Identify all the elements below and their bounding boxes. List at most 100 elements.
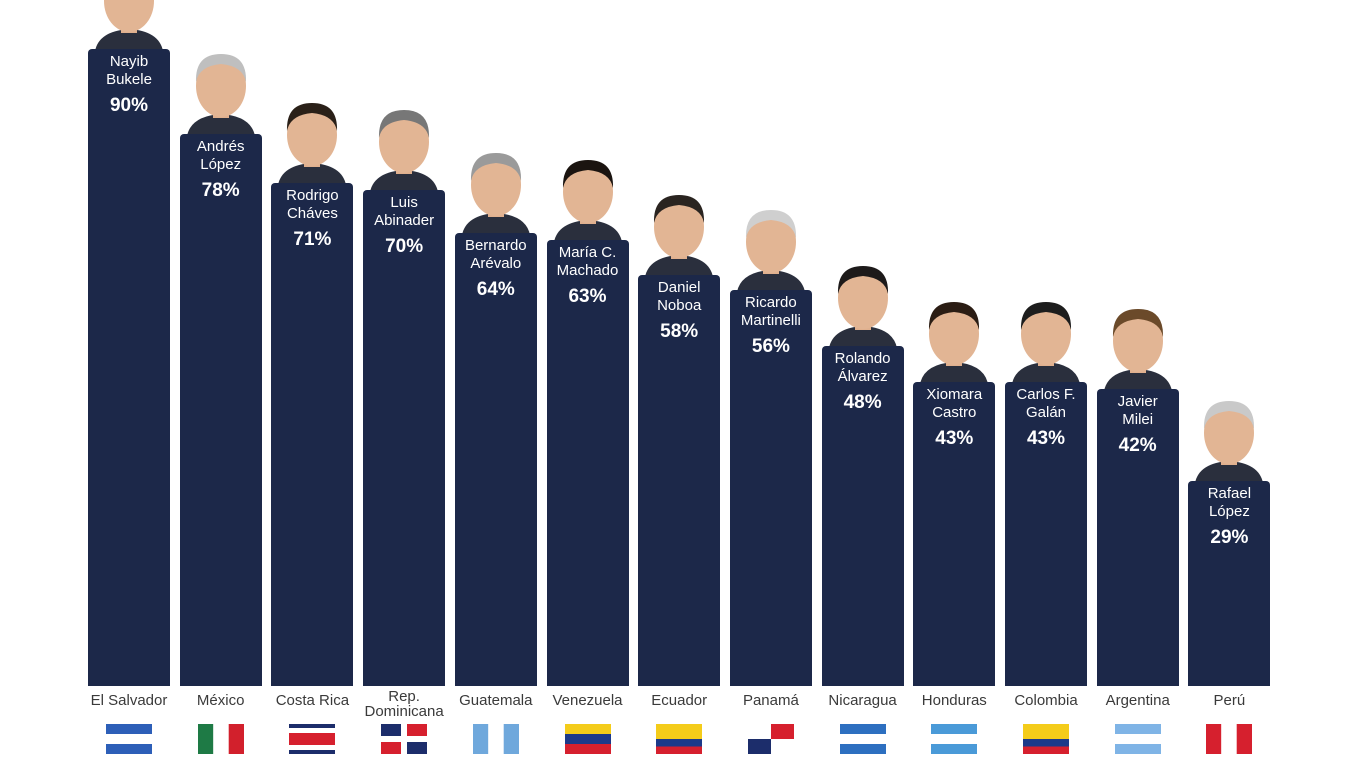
leader-photo (733, 200, 809, 297)
country-label: Guatemala (441, 693, 551, 708)
bar: Rafael López 29% (1188, 480, 1271, 686)
country-label-line: Ecuador (651, 692, 708, 709)
country-label-line: Costa Rica (275, 692, 350, 709)
leader-name-line: Rafael (1207, 484, 1252, 502)
country-label: Venezuela (533, 693, 643, 708)
leader-name: Luis Abinader (363, 194, 445, 230)
leader-name-line: Xiomara (926, 385, 983, 403)
leader-photo (825, 256, 901, 353)
bar: Luis Abinader 70% (363, 190, 446, 686)
country-label: El Salvador (74, 693, 184, 708)
country-label-line: El Salvador (90, 692, 168, 709)
leader-photo (916, 292, 992, 389)
leader-name: Ricardo Martinelli (730, 294, 812, 330)
el-salvador-flag-icon (106, 724, 152, 754)
dominican-republic-flag-icon (381, 724, 428, 754)
value-label: 48% (843, 392, 882, 414)
leader-name: Javier Milei (1097, 393, 1179, 429)
bar: Carlos F. Galán 43% (1005, 381, 1087, 686)
leader-photo (183, 44, 259, 141)
leader-photo (1191, 391, 1267, 488)
country-label-line: Argentina (1105, 692, 1170, 709)
country-label-line: Honduras (921, 692, 987, 709)
country-label-line: México (196, 692, 245, 709)
leader-name: Carlos F. Galán (1005, 386, 1087, 422)
leader-photo (366, 100, 442, 197)
leader-photo (641, 185, 717, 282)
leader-photo (458, 143, 534, 240)
peru-flag-icon (1206, 724, 1253, 754)
leader-name-line: Carlos F. (1016, 385, 1076, 403)
leader-name: Rodrigo Cháves (271, 187, 353, 223)
nicaragua-flag-icon (839, 724, 886, 754)
mexico-flag-icon (197, 724, 244, 754)
leader-photo (550, 150, 626, 247)
country-label-line: Colombia (1014, 692, 1078, 709)
value-label: 90% (109, 94, 149, 116)
leader-name-line: Bukele (106, 70, 152, 88)
leader-photo (91, 0, 167, 56)
bar: Bernardo Arévalo 64% (454, 232, 537, 686)
bar: Andrés López 78% (179, 133, 262, 686)
leader-name-line: Cháves (286, 205, 338, 223)
leader-name-line: Noboa (657, 297, 702, 315)
leader-name-line: Martinelli (740, 311, 801, 329)
country-label: Honduras (899, 693, 1009, 708)
leader-name-line: Daniel (657, 279, 701, 297)
bar: Daniel Noboa 58% (638, 275, 721, 686)
leader-name-line: Galán (1025, 403, 1067, 421)
value-label: 78% (201, 179, 240, 201)
leader-name-line: Álvarez (837, 368, 888, 386)
leader-name-line: Ricardo (745, 293, 797, 311)
country-label: Panamá (716, 693, 826, 708)
leader-name-line: Milei (1122, 410, 1154, 428)
leader-name-line: Rodrigo (286, 187, 339, 205)
honduras-flag-icon (931, 724, 978, 754)
country-label-line: Guatemala (459, 692, 533, 709)
leader-name-line: Javier (1117, 392, 1158, 410)
country-label-line: Dominicana (364, 703, 444, 720)
leader-name-line: Rolando (834, 350, 891, 368)
leader-name: Rafael López (1188, 485, 1270, 521)
country-label: Perú (1174, 693, 1284, 708)
leader-name-line: Machado (556, 261, 619, 279)
country-label-line: Perú (1213, 692, 1246, 709)
country-label: Argentina (1083, 693, 1193, 708)
bar: Xiomara Castro 43% (913, 381, 996, 686)
country-label: Rep. Dominicana (349, 689, 459, 719)
value-label: 64% (476, 278, 515, 300)
value-label: 56% (751, 335, 790, 357)
leader-photo (1008, 292, 1084, 389)
country-label: Colombia (991, 693, 1101, 708)
value-label: 70% (385, 236, 424, 258)
value-label: 42% (1118, 434, 1157, 456)
bar: Nayib Bukele 90% (88, 48, 170, 686)
leader-name-line: Castro (932, 403, 977, 421)
bar: Javier Milei 42% (1096, 388, 1179, 686)
value-label: 63% (568, 285, 607, 307)
venezuela-flag-icon (564, 724, 611, 754)
leader-name-line: López (1208, 502, 1250, 520)
country-label-line: Rep. (388, 688, 420, 705)
argentina-flag-icon (1114, 724, 1161, 754)
costa-rica-flag-icon (289, 724, 336, 754)
leader-name-line: Arévalo (470, 254, 522, 272)
country-label-line: Panamá (742, 692, 799, 709)
country-label: Costa Rica (257, 693, 367, 708)
leader-name: Bernardo Arévalo (455, 237, 537, 273)
leader-name-line: Bernardo (464, 236, 527, 254)
leader-name-line: María C. (558, 243, 617, 261)
value-label: 43% (935, 427, 974, 449)
leader-photo (1100, 299, 1176, 396)
value-label: 71% (293, 229, 332, 251)
leader-name: Andrés López (180, 138, 262, 174)
leader-photo (274, 93, 350, 190)
country-label: Nicaragua (808, 693, 918, 708)
value-label: 29% (1210, 526, 1249, 548)
leader-name-line: Luis (390, 194, 418, 212)
leader-name: Daniel Noboa (638, 279, 720, 315)
leader-name-line: López (200, 155, 242, 173)
value-label: 43% (1026, 427, 1066, 449)
country-label: México (166, 693, 276, 708)
leader-name: Rolando Álvarez (822, 350, 904, 386)
